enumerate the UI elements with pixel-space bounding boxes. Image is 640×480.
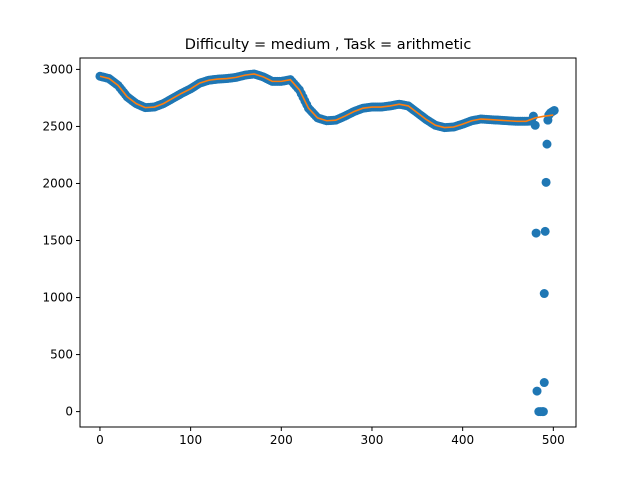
scatter-point [532,386,542,396]
scatter-point [540,226,550,236]
x-tick-label: 400 [451,433,474,447]
x-tick-label: 100 [179,433,202,447]
y-tick-label: 0 [65,405,73,419]
y-tick-label: 1500 [42,234,73,248]
y-tick-label: 3000 [42,62,73,76]
scatter-point [538,407,548,417]
plot-marks [95,69,559,417]
scatter-point [542,139,552,149]
axis-ticks: 0 100 200 300 400 500 0 500 1000 1500 2000 2500 3000 [42,62,564,447]
x-tick-label: 300 [361,433,384,447]
scatter-point [549,105,559,115]
y-tick-label: 2000 [42,176,73,190]
scatter-point [541,177,551,187]
x-tick-label: 0 [96,433,104,447]
x-tick-label: 200 [270,433,293,447]
scatter-point [530,120,540,130]
trend-line [99,73,554,129]
scatter-point [539,289,549,299]
chart-title: Difficulty = medium , Task = arithmetic [185,37,472,53]
y-tick-label: 2500 [42,119,73,133]
y-tick-label: 500 [50,348,73,362]
scatter-point [531,228,541,238]
scatter-point [539,378,549,388]
axes-frame [79,57,577,428]
y-tick-label: 1000 [42,291,73,305]
x-tick-label: 500 [542,433,565,447]
